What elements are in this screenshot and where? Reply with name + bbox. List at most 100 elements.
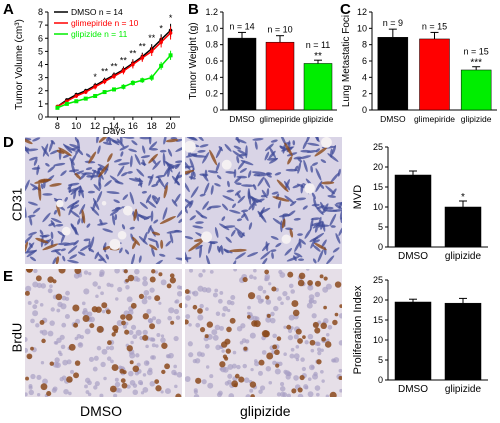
sample-size-label: n = 14 — [229, 21, 254, 31]
sample-size-label: n = 15 — [464, 47, 489, 57]
bar-glipizide — [460, 69, 492, 111]
chart-mvd: 0 5 10 15 20 25 MVD DMSO glipizide * — [352, 142, 488, 262]
data-point — [140, 78, 145, 83]
significance-marker: ** — [120, 55, 128, 65]
bar-dmso — [394, 174, 432, 248]
data-point — [149, 49, 154, 54]
data-point — [102, 79, 107, 84]
panel-letter-d: D — [3, 134, 14, 151]
x-axis-label: Days — [103, 126, 126, 135]
bar-glipizide — [303, 63, 333, 111]
row-label-cd31: CD31 — [9, 187, 25, 222]
data-point — [159, 40, 163, 44]
category-label: glipizide — [445, 384, 482, 395]
panel-letter-a: A — [3, 1, 14, 18]
micrograph-cd31-glipizide — [185, 137, 342, 264]
significance-marker: * — [93, 72, 97, 82]
y-tick-label: 6 — [362, 56, 367, 66]
y-tick-label: 0.4 — [205, 72, 218, 82]
y-tick-label: 1.2 — [205, 7, 218, 17]
y-tick-label: 0 — [213, 105, 218, 115]
column-label-dmso: DMSO — [80, 403, 122, 419]
y-tick-label: 5 — [378, 355, 383, 365]
y-tick-label: 10 — [373, 335, 383, 345]
data-point — [149, 75, 154, 80]
x-tick-label: 8 — [55, 121, 60, 131]
bar-glipizide — [444, 302, 482, 381]
data-point — [112, 74, 116, 79]
data-point — [131, 62, 135, 67]
sample-size-label: n = 15 — [422, 21, 447, 31]
significance-marker: * — [169, 13, 173, 23]
significance-marker: ** — [314, 51, 322, 62]
y-tick-label: 5 — [378, 222, 383, 232]
micrograph-brdu-glipizide — [185, 269, 342, 397]
y-tick-label: 12 — [357, 7, 367, 17]
row-label-brdu: BrdU — [9, 322, 25, 353]
data-point — [83, 90, 88, 94]
data-point — [130, 80, 135, 85]
micrograph-cd31-dmso — [25, 137, 182, 264]
y-axis-label: Lung Metastatic Foci — [341, 15, 352, 107]
chart-proliferation-index: 0 5 10 15 20 25 Proliferation Index DMSO glipizi… — [352, 275, 488, 395]
category-label: glimepiride — [259, 114, 300, 124]
panel-letter-c: C — [340, 1, 351, 18]
y-tick-label: 2 — [362, 89, 367, 99]
y-tick-label: 5 — [38, 46, 43, 56]
bar-dmso — [394, 301, 432, 381]
legend-entry: DMSO n = 14 — [71, 7, 123, 17]
data-point — [74, 94, 79, 98]
legend-entry: glimepiride n = 10 — [71, 18, 139, 28]
category-label: glipizide — [303, 114, 334, 124]
bar-glimepiride — [419, 38, 450, 111]
y-tick-label: 6 — [38, 33, 43, 43]
sample-size-label: n = 10 — [267, 25, 292, 35]
micrograph-brdu-dmso — [25, 269, 182, 397]
significance-marker: ** — [110, 61, 118, 71]
significance-marker: ** — [101, 67, 109, 77]
data-point — [168, 31, 173, 35]
significance-marker: *** — [470, 58, 482, 69]
sample-size-label: n = 9 — [383, 18, 403, 28]
y-tick-label: 0 — [378, 242, 383, 252]
y-tick-label: 15 — [373, 182, 383, 192]
y-axis-label: Tumor Volume (cm³) — [14, 19, 25, 110]
y-tick-label: 15 — [373, 315, 383, 325]
sample-size-label: n = 11 — [306, 40, 331, 50]
y-axis-label: Proliferation Index — [352, 285, 364, 374]
significance-marker: * — [461, 192, 465, 203]
y-tick-label: 2 — [38, 86, 43, 96]
panel-letter-b: B — [188, 1, 199, 18]
x-tick-label: 20 — [166, 121, 176, 131]
y-tick-label: 10 — [357, 23, 367, 33]
significance-marker: ** — [148, 33, 156, 43]
data-point — [93, 85, 97, 89]
chart-tumor-weight: 0 0.2 0.4 0.6 0.8 1.0 1.2 Tumor Weight (g) DMSO n… — [188, 7, 337, 124]
data-point — [93, 94, 98, 98]
data-point — [74, 99, 79, 104]
data-point — [121, 84, 126, 89]
data-point — [55, 105, 60, 110]
data-point — [83, 96, 88, 101]
category-label: glipizide — [461, 114, 492, 124]
bar-dmso — [227, 37, 257, 111]
data-point — [112, 87, 116, 92]
y-tick-label: 25 — [373, 275, 383, 285]
category-label: DMSO — [229, 114, 255, 124]
y-tick-label: 25 — [373, 142, 383, 152]
chart-lung-foci: 0 2 4 6 8 10 12 Lung Metastatic Foci DMSO n = 9 gl… — [341, 7, 497, 124]
data-point — [168, 53, 173, 58]
y-tick-label: 0 — [362, 105, 367, 115]
x-tick-label: 16 — [128, 121, 138, 131]
category-label: DMSO — [398, 384, 428, 395]
significance-marker: ** — [139, 42, 147, 52]
category-label: glimepiride — [414, 114, 455, 124]
data-point — [159, 63, 164, 68]
y-tick-label: 0 — [38, 112, 43, 122]
y-tick-label: 8 — [362, 40, 367, 50]
y-axis-label: MVD — [352, 185, 364, 210]
y-tick-label: 1.0 — [205, 23, 218, 33]
y-tick-label: 20 — [373, 162, 383, 172]
y-tick-label: 7 — [38, 20, 43, 30]
